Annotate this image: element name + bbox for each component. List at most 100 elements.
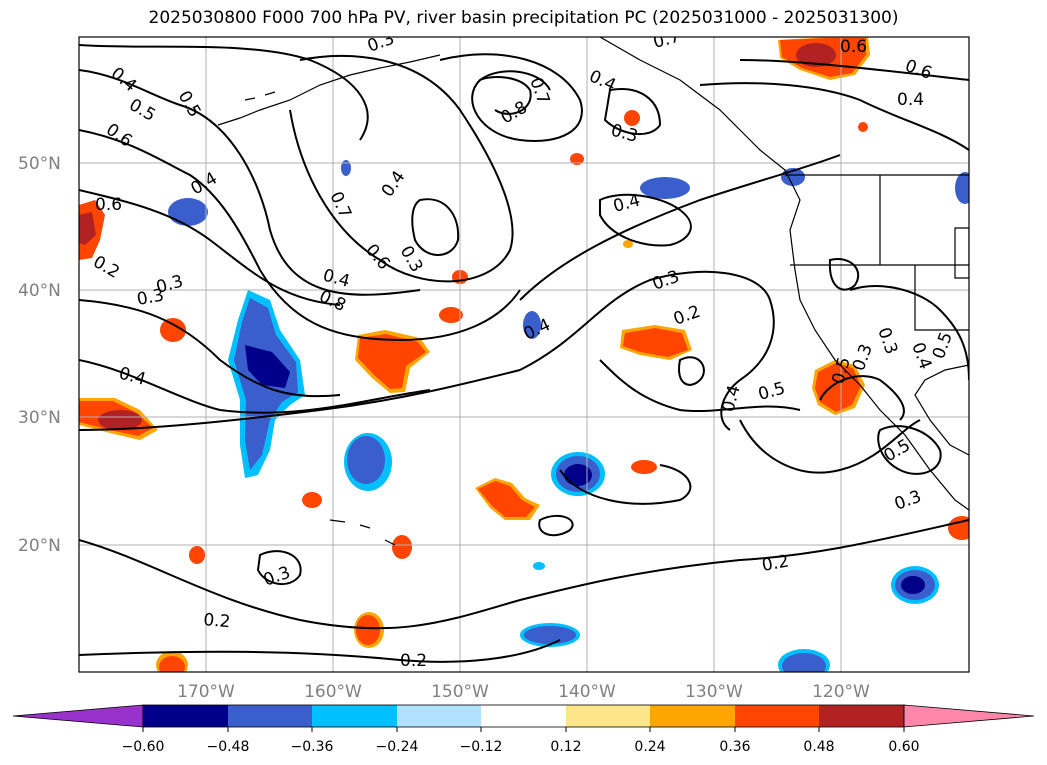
- contour-label: 0.7: [325, 189, 355, 222]
- precip-blob-positive: [160, 318, 186, 342]
- precip-blob-negative: [523, 311, 541, 339]
- contour-label: 0.6: [840, 37, 867, 57]
- precip-blob-positive: [631, 460, 657, 474]
- lon-label: 140°W: [558, 682, 616, 702]
- colorbar-tick-label: −0.60: [122, 739, 165, 755]
- map-title: 2025030800 F000 700 hPa PV, river basin …: [148, 8, 899, 28]
- lat-label: 20°N: [18, 536, 61, 556]
- contour-label: 0.3: [365, 29, 397, 57]
- colorbar-segment: [735, 705, 819, 727]
- precip-blob-positive: [624, 110, 640, 126]
- lat-label: 30°N: [18, 408, 61, 428]
- map-frame: [78, 36, 970, 673]
- colorbar-tick-label: −0.36: [291, 739, 334, 755]
- latitude-labels: 50°N 40°N 30°N 20°N: [18, 154, 61, 556]
- contour-label: 0.3: [154, 272, 185, 298]
- precip-blob-positive: [356, 615, 380, 645]
- contour-label: 0.5: [756, 379, 787, 405]
- contour-label: 0.6: [361, 240, 394, 274]
- contour-label: 0.6: [102, 120, 136, 152]
- contour-label: 0.4: [719, 383, 745, 414]
- contour-label: 0.4: [897, 90, 924, 110]
- colorbar-segment: [819, 705, 904, 727]
- precip-blob-negative: [901, 576, 925, 594]
- precip-blob-positive: [159, 656, 185, 672]
- contour-label: 0.4: [378, 167, 410, 201]
- contour-label: 0.4: [107, 64, 141, 97]
- precip-blob-negative: [640, 177, 690, 199]
- precip-blob-positive: [796, 43, 836, 67]
- contour-label: 0.3: [261, 563, 293, 591]
- colorbar-right-extend: [903, 704, 1035, 728]
- coastlines: [217, 37, 969, 546]
- contour-label: 0.2: [760, 552, 790, 576]
- precip-blob-positive: [358, 334, 426, 389]
- colorbar-ticks: [142, 727, 905, 732]
- lat-label: 50°N: [18, 154, 61, 174]
- colorbar-left-extend: [12, 704, 144, 728]
- precip-blob-negative: [341, 160, 351, 176]
- colorbar-segment: [143, 705, 228, 727]
- lon-label: 120°W: [812, 682, 870, 702]
- contour-label: 0.5: [929, 329, 957, 361]
- colorbar-tick-label: 0.60: [888, 739, 919, 755]
- longitude-labels: 170°W 160°W 150°W 140°W 130°W 120°W: [177, 682, 870, 702]
- precip-blob-negative: [564, 464, 592, 486]
- colorbar-tick-label: −0.24: [376, 739, 419, 755]
- contour-label: 0.5: [126, 95, 159, 126]
- contour-label: 0.8: [498, 97, 531, 128]
- precip-blob-negative: [955, 172, 969, 204]
- colorbar-segment: [228, 705, 312, 727]
- colorbar: −0.60 −0.48 −0.36 −0.24 −0.12 0.12 0.24 …: [12, 704, 1035, 755]
- precip-shading: [79, 37, 969, 672]
- precip-blob-negative: [347, 436, 385, 484]
- graticule: [79, 37, 969, 672]
- contour-label: 0.3: [135, 286, 165, 310]
- colorbar-tick-label: 0.48: [803, 739, 834, 755]
- colorbar-tick-label: 0.36: [719, 739, 750, 755]
- lon-label: 160°W: [304, 682, 362, 702]
- precip-blob-positive: [858, 122, 868, 132]
- contour-label: 0.6: [95, 195, 122, 215]
- precip-blob-negative: [245, 345, 290, 388]
- contour-label: 0.2: [203, 610, 232, 632]
- precip-blob-negative: [782, 653, 826, 672]
- precip-blob-negative: [524, 626, 576, 644]
- precip-blob-positive: [302, 492, 322, 508]
- precip-blob-positive: [478, 481, 535, 517]
- precip-blob-positive: [948, 516, 969, 540]
- colorbar-tick-label: 0.12: [550, 739, 581, 755]
- colorbar-frame: [142, 704, 905, 728]
- colorbar-segment: [481, 705, 566, 727]
- colorbar-segment: [312, 705, 397, 727]
- colorbar-tick-label: 0.24: [634, 739, 665, 755]
- colorbar-tick-label: −0.48: [207, 739, 250, 755]
- precip-blob-positive: [623, 328, 688, 357]
- contour-label: 0.4: [188, 168, 221, 199]
- pv-contours: [79, 44, 969, 663]
- lat-label: 40°N: [18, 281, 61, 301]
- contour-label: 0.3: [849, 341, 877, 373]
- contour-label: 0.2: [400, 651, 427, 671]
- colorbar-segment: [397, 705, 481, 727]
- contour-label: 0.4: [117, 364, 148, 390]
- lon-label: 150°W: [431, 682, 489, 702]
- precip-blob-positive: [570, 153, 584, 165]
- precip-blob-positive: [623, 240, 633, 248]
- contour-label: 0.4: [586, 66, 619, 96]
- contour-label: 0.3: [873, 325, 901, 357]
- contour-label: 0.3: [892, 487, 924, 515]
- precip-blob-positive: [98, 410, 142, 430]
- lon-label: 130°W: [685, 682, 743, 702]
- contour-label: 0.5: [174, 88, 205, 121]
- contour-label: 0.2: [671, 302, 703, 330]
- colorbar-segment: [650, 705, 735, 727]
- colorbar-segment: [566, 705, 650, 727]
- precip-blob-positive: [392, 535, 412, 559]
- precip-blob-negative: [168, 198, 208, 226]
- precip-blob-positive: [79, 212, 96, 245]
- precip-blob-negative: [533, 562, 545, 570]
- precip-blob-positive: [189, 546, 205, 564]
- contour-label: 0.2: [90, 252, 123, 283]
